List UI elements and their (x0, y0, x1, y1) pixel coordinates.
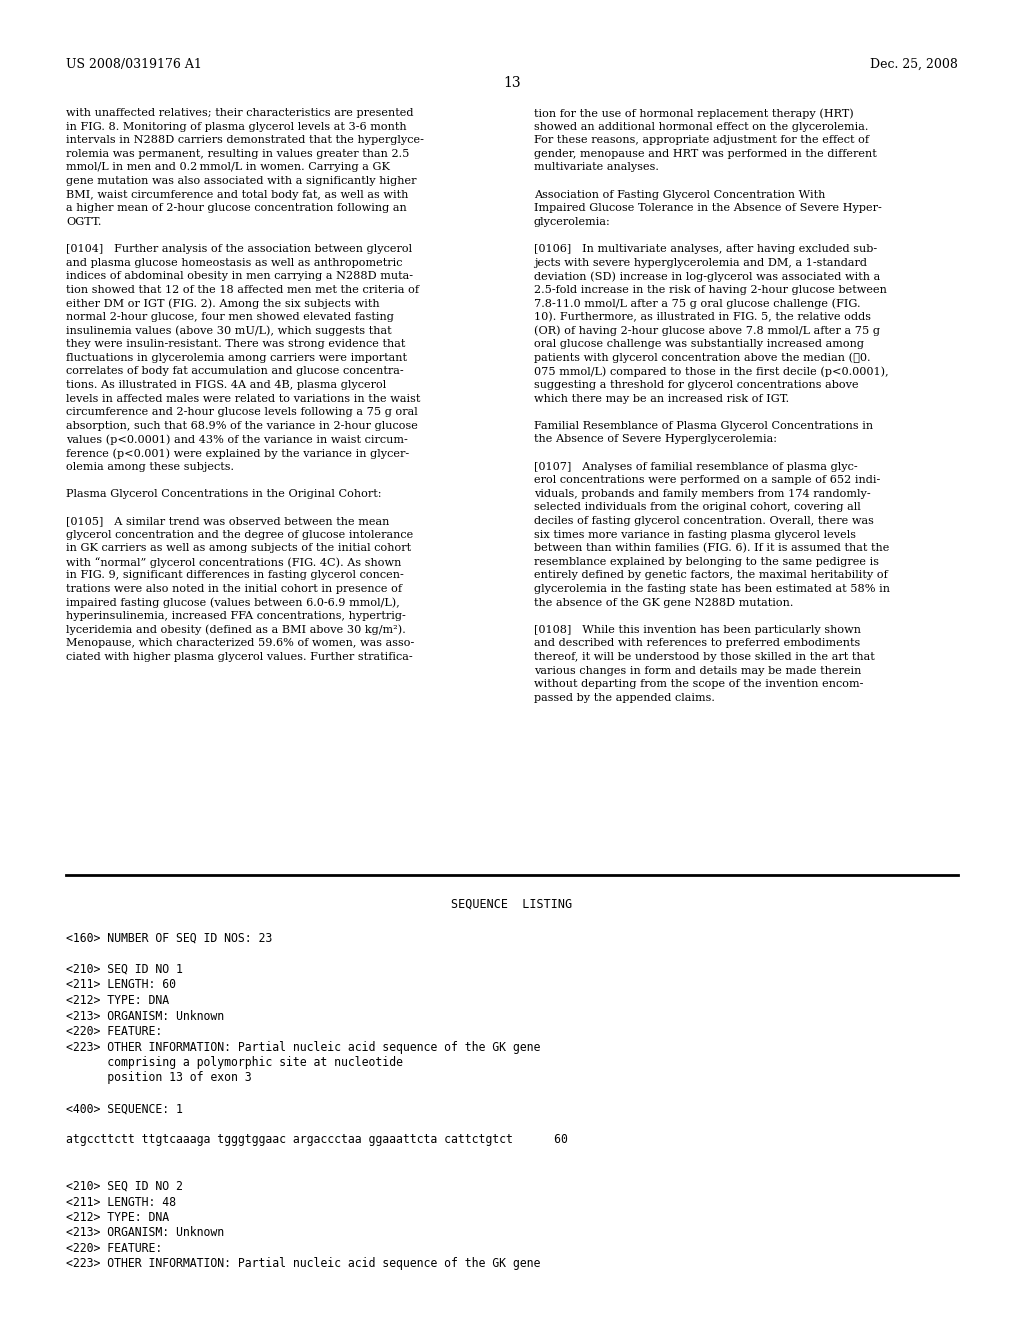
Text: comprising a polymorphic site at nucleotide: comprising a polymorphic site at nucleot… (66, 1056, 402, 1069)
Text: [0105]   A similar trend was observed between the mean: [0105] A similar trend was observed betw… (66, 516, 389, 525)
Text: ference (p<0.001) were explained by the variance in glycer-: ference (p<0.001) were explained by the … (66, 447, 410, 458)
Text: tions. As illustrated in FIGS. 4A and 4B, plasma glycerol: tions. As illustrated in FIGS. 4A and 4B… (66, 380, 386, 389)
Text: <220> FEATURE:: <220> FEATURE: (66, 1026, 162, 1038)
Text: Dec. 25, 2008: Dec. 25, 2008 (870, 58, 958, 71)
Text: <211> LENGTH: 48: <211> LENGTH: 48 (66, 1196, 176, 1209)
Text: [0104]   Further analysis of the association between glycerol: [0104] Further analysis of the associati… (66, 244, 412, 253)
Text: 13: 13 (503, 77, 521, 90)
Text: levels in affected males were related to variations in the waist: levels in affected males were related to… (66, 393, 421, 404)
Text: ciated with higher plasma glycerol values. Further stratifica-: ciated with higher plasma glycerol value… (66, 652, 413, 663)
Text: tion for the use of hormonal replacement therapy (HRT): tion for the use of hormonal replacement… (534, 108, 854, 119)
Text: correlates of body fat accumulation and glucose concentra-: correlates of body fat accumulation and … (66, 367, 403, 376)
Text: <213> ORGANISM: Unknown: <213> ORGANISM: Unknown (66, 1010, 224, 1023)
Text: gender, menopause and HRT was performed in the different: gender, menopause and HRT was performed … (534, 149, 877, 158)
Text: various changes in form and details may be made therein: various changes in form and details may … (534, 665, 861, 676)
Text: US 2008/0319176 A1: US 2008/0319176 A1 (66, 58, 202, 71)
Text: olemia among these subjects.: olemia among these subjects. (66, 462, 234, 471)
Text: Menopause, which characterized 59.6% of women, was asso-: Menopause, which characterized 59.6% of … (66, 639, 415, 648)
Text: <210> SEQ ID NO 2: <210> SEQ ID NO 2 (66, 1180, 183, 1193)
Text: patients with glycerol concentration above the median (≧0.: patients with glycerol concentration abo… (534, 352, 870, 363)
Text: [0107]   Analyses of familial resemblance of plasma glyc-: [0107] Analyses of familial resemblance … (534, 462, 858, 471)
Text: glycerolemia in the fasting state has been estimated at 58% in: glycerolemia in the fasting state has be… (534, 583, 890, 594)
Text: atgccttctt ttgtcaaaga tgggtggaac argaccctaa ggaaattcta cattctgtct      60: atgccttctt ttgtcaaaga tgggtggaac argaccc… (66, 1134, 568, 1147)
Text: insulinemia values (above 30 mU/L), which suggests that: insulinemia values (above 30 mU/L), whic… (66, 326, 391, 337)
Text: entirely defined by genetic factors, the maximal heritability of: entirely defined by genetic factors, the… (534, 570, 888, 581)
Text: the Absence of Severe Hyperglycerolemia:: the Absence of Severe Hyperglycerolemia: (534, 434, 777, 445)
Text: OGTT.: OGTT. (66, 216, 101, 227)
Text: a higher mean of 2-hour glucose concentration following an: a higher mean of 2-hour glucose concentr… (66, 203, 407, 214)
Text: <210> SEQ ID NO 1: <210> SEQ ID NO 1 (66, 964, 183, 975)
Text: oral glucose challenge was substantially increased among: oral glucose challenge was substantially… (534, 339, 864, 350)
Text: fluctuations in glycerolemia among carriers were important: fluctuations in glycerolemia among carri… (66, 352, 407, 363)
Text: passed by the appended claims.: passed by the appended claims. (534, 693, 715, 702)
Text: suggesting a threshold for glycerol concentrations above: suggesting a threshold for glycerol conc… (534, 380, 859, 389)
Text: erol concentrations were performed on a sample of 652 indi-: erol concentrations were performed on a … (534, 475, 881, 486)
Text: mmol/L in men and 0.2 mmol/L in women. Carrying a GK: mmol/L in men and 0.2 mmol/L in women. C… (66, 162, 390, 173)
Text: absorption, such that 68.9% of the variance in 2-hour glucose: absorption, such that 68.9% of the varia… (66, 421, 418, 430)
Text: viduals, probands and family members from 174 randomly-: viduals, probands and family members fro… (534, 488, 870, 499)
Text: either DM or IGT (FIG. 2). Among the six subjects with: either DM or IGT (FIG. 2). Among the six… (66, 298, 380, 309)
Text: BMI, waist circumference and total body fat, as well as with: BMI, waist circumference and total body … (66, 190, 409, 199)
Text: indices of abdominal obesity in men carrying a N288D muta-: indices of abdominal obesity in men carr… (66, 271, 413, 281)
Text: jects with severe hyperglycerolemia and DM, a 1-standard: jects with severe hyperglycerolemia and … (534, 257, 867, 268)
Text: multivariate analyses.: multivariate analyses. (534, 162, 658, 173)
Text: circumference and 2-hour glucose levels following a 75 g oral: circumference and 2-hour glucose levels … (66, 407, 418, 417)
Text: [0108]   While this invention has been particularly shown: [0108] While this invention has been par… (534, 624, 861, 635)
Text: with unaffected relatives; their characteristics are presented: with unaffected relatives; their charact… (66, 108, 414, 117)
Text: gene mutation was also associated with a significantly higher: gene mutation was also associated with a… (66, 176, 417, 186)
Text: <400> SEQUENCE: 1: <400> SEQUENCE: 1 (66, 1102, 183, 1115)
Text: normal 2-hour glucose, four men showed elevated fasting: normal 2-hour glucose, four men showed e… (66, 312, 394, 322)
Text: intervals in N288D carriers demonstrated that the hyperglyce-: intervals in N288D carriers demonstrated… (66, 135, 424, 145)
Text: rolemia was permanent, resulting in values greater than 2.5: rolemia was permanent, resulting in valu… (66, 149, 410, 158)
Text: showed an additional hormonal effect on the glycerolemia.: showed an additional hormonal effect on … (534, 121, 868, 132)
Text: <211> LENGTH: 60: <211> LENGTH: 60 (66, 978, 176, 991)
Text: without departing from the scope of the invention encom-: without departing from the scope of the … (534, 680, 863, 689)
Text: [0106]   In multivariate analyses, after having excluded sub-: [0106] In multivariate analyses, after h… (534, 244, 878, 253)
Text: which there may be an increased risk of IGT.: which there may be an increased risk of … (534, 393, 790, 404)
Text: deciles of fasting glycerol concentration. Overall, there was: deciles of fasting glycerol concentratio… (534, 516, 873, 525)
Text: trations were also noted in the initial cohort in presence of: trations were also noted in the initial … (66, 583, 402, 594)
Text: (OR) of having 2-hour glucose above 7.8 mmol/L after a 75 g: (OR) of having 2-hour glucose above 7.8 … (534, 326, 880, 337)
Text: thereof, it will be understood by those skilled in the art that: thereof, it will be understood by those … (534, 652, 874, 663)
Text: glycerol concentration and the degree of glucose intolerance: glycerol concentration and the degree of… (66, 529, 414, 540)
Text: position 13 of exon 3: position 13 of exon 3 (66, 1072, 252, 1085)
Text: <220> FEATURE:: <220> FEATURE: (66, 1242, 162, 1255)
Text: selected individuals from the original cohort, covering all: selected individuals from the original c… (534, 503, 861, 512)
Text: tion showed that 12 of the 18 affected men met the criteria of: tion showed that 12 of the 18 affected m… (66, 285, 419, 294)
Text: hyperinsulinemia, increased FFA concentrations, hypertrig-: hyperinsulinemia, increased FFA concentr… (66, 611, 406, 622)
Text: resemblance explained by belonging to the same pedigree is: resemblance explained by belonging to th… (534, 557, 879, 566)
Text: lyceridemia and obesity (defined as a BMI above 30 kg/m²).: lyceridemia and obesity (defined as a BM… (66, 624, 406, 635)
Text: in FIG. 8. Monitoring of plasma glycerol levels at 3-6 month: in FIG. 8. Monitoring of plasma glycerol… (66, 121, 407, 132)
Text: Familial Resemblance of Plasma Glycerol Concentrations in: Familial Resemblance of Plasma Glycerol … (534, 421, 873, 430)
Text: values (p<0.0001) and 43% of the variance in waist circum-: values (p<0.0001) and 43% of the varianc… (66, 434, 408, 445)
Text: For these reasons, appropriate adjustment for the effect of: For these reasons, appropriate adjustmen… (534, 135, 869, 145)
Text: Impaired Glucose Tolerance in the Absence of Severe Hyper-: Impaired Glucose Tolerance in the Absenc… (534, 203, 882, 214)
Text: and plasma glucose homeostasis as well as anthropometric: and plasma glucose homeostasis as well a… (66, 257, 402, 268)
Text: 7.8-11.0 mmol/L after a 75 g oral glucose challenge (FIG.: 7.8-11.0 mmol/L after a 75 g oral glucos… (534, 298, 860, 309)
Text: <212> TYPE: DNA: <212> TYPE: DNA (66, 994, 169, 1007)
Text: <160> NUMBER OF SEQ ID NOS: 23: <160> NUMBER OF SEQ ID NOS: 23 (66, 932, 272, 945)
Text: deviation (SD) increase in log-glycerol was associated with a: deviation (SD) increase in log-glycerol … (534, 271, 881, 281)
Text: <212> TYPE: DNA: <212> TYPE: DNA (66, 1210, 169, 1224)
Text: <213> ORGANISM: Unknown: <213> ORGANISM: Unknown (66, 1226, 224, 1239)
Text: glycerolemia:: glycerolemia: (534, 216, 610, 227)
Text: SEQUENCE  LISTING: SEQUENCE LISTING (452, 898, 572, 911)
Text: <223> OTHER INFORMATION: Partial nucleic acid sequence of the GK gene: <223> OTHER INFORMATION: Partial nucleic… (66, 1258, 541, 1270)
Text: Association of Fasting Glycerol Concentration With: Association of Fasting Glycerol Concentr… (534, 190, 825, 199)
Text: 075 mmol/L) compared to those in the first decile (p<0.0001),: 075 mmol/L) compared to those in the fir… (534, 367, 889, 378)
Text: <223> OTHER INFORMATION: Partial nucleic acid sequence of the GK gene: <223> OTHER INFORMATION: Partial nucleic… (66, 1040, 541, 1053)
Text: the absence of the GK gene N288D mutation.: the absence of the GK gene N288D mutatio… (534, 598, 794, 607)
Text: and described with references to preferred embodiments: and described with references to preferr… (534, 639, 860, 648)
Text: impaired fasting glucose (values between 6.0-6.9 mmol/L),: impaired fasting glucose (values between… (66, 598, 399, 609)
Text: Plasma Glycerol Concentrations in the Original Cohort:: Plasma Glycerol Concentrations in the Or… (66, 488, 382, 499)
Text: in GK carriers as well as among subjects of the initial cohort: in GK carriers as well as among subjects… (66, 544, 411, 553)
Text: between than within families (FIG. 6). If it is assumed that the: between than within families (FIG. 6). I… (534, 544, 890, 553)
Text: in FIG. 9, significant differences in fasting glycerol concen-: in FIG. 9, significant differences in fa… (66, 570, 403, 581)
Text: with “normal” glycerol concentrations (FIG. 4C). As shown: with “normal” glycerol concentrations (F… (66, 557, 401, 568)
Text: 2.5-fold increase in the risk of having 2-hour glucose between: 2.5-fold increase in the risk of having … (534, 285, 887, 294)
Text: six times more variance in fasting plasma glycerol levels: six times more variance in fasting plasm… (534, 529, 856, 540)
Text: 10). Furthermore, as illustrated in FIG. 5, the relative odds: 10). Furthermore, as illustrated in FIG.… (534, 312, 871, 322)
Text: they were insulin-resistant. There was strong evidence that: they were insulin-resistant. There was s… (66, 339, 406, 350)
